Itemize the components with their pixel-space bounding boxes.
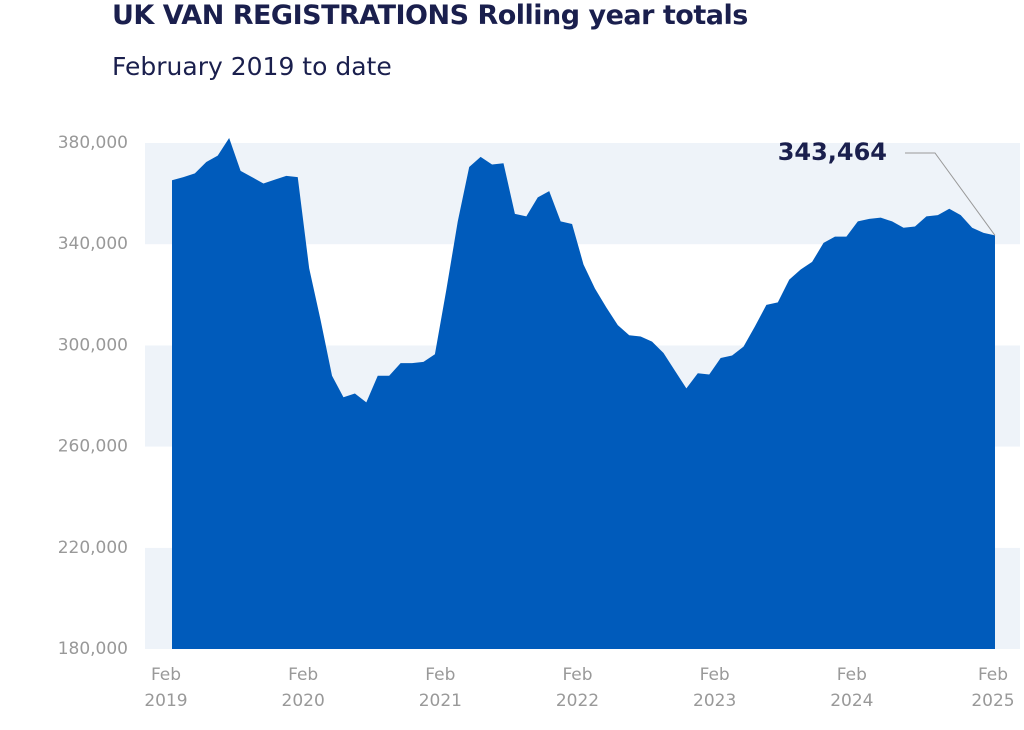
chart-subtitle: February 2019 to date [112,52,392,81]
x-tick-label: Feb 2020 [281,665,325,711]
y-tick-label: 340,000 [58,234,128,254]
x-tick-label: Feb 2023 [693,665,737,711]
y-tick-label: 180,000 [58,639,128,659]
area [172,137,995,649]
y-tick-label: 300,000 [58,335,128,355]
y-tick-label: 220,000 [58,538,128,558]
value-label: 343,464 [778,138,887,166]
x-tick-label: Feb 2019 [144,665,188,711]
x-tick-label: Feb 2025 [971,665,1015,711]
x-tick-label: Feb 2022 [555,665,600,711]
chart-title: UK VAN REGISTRATIONS Rolling year totals [112,0,748,31]
y-tick-label: 380,000 [58,133,128,153]
x-tick-label: Feb 2024 [830,665,874,711]
x-tick-label: Feb 2021 [418,665,462,711]
annotation-leader [905,152,996,236]
y-tick-label: 260,000 [58,437,128,457]
